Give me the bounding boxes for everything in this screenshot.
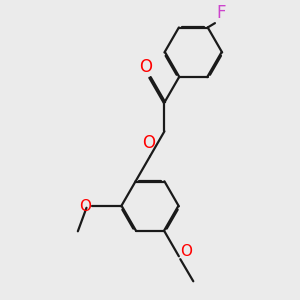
Text: O: O	[139, 58, 152, 76]
Text: O: O	[79, 199, 91, 214]
Text: F: F	[216, 4, 226, 22]
Text: O: O	[180, 244, 192, 260]
Text: O: O	[142, 134, 155, 152]
